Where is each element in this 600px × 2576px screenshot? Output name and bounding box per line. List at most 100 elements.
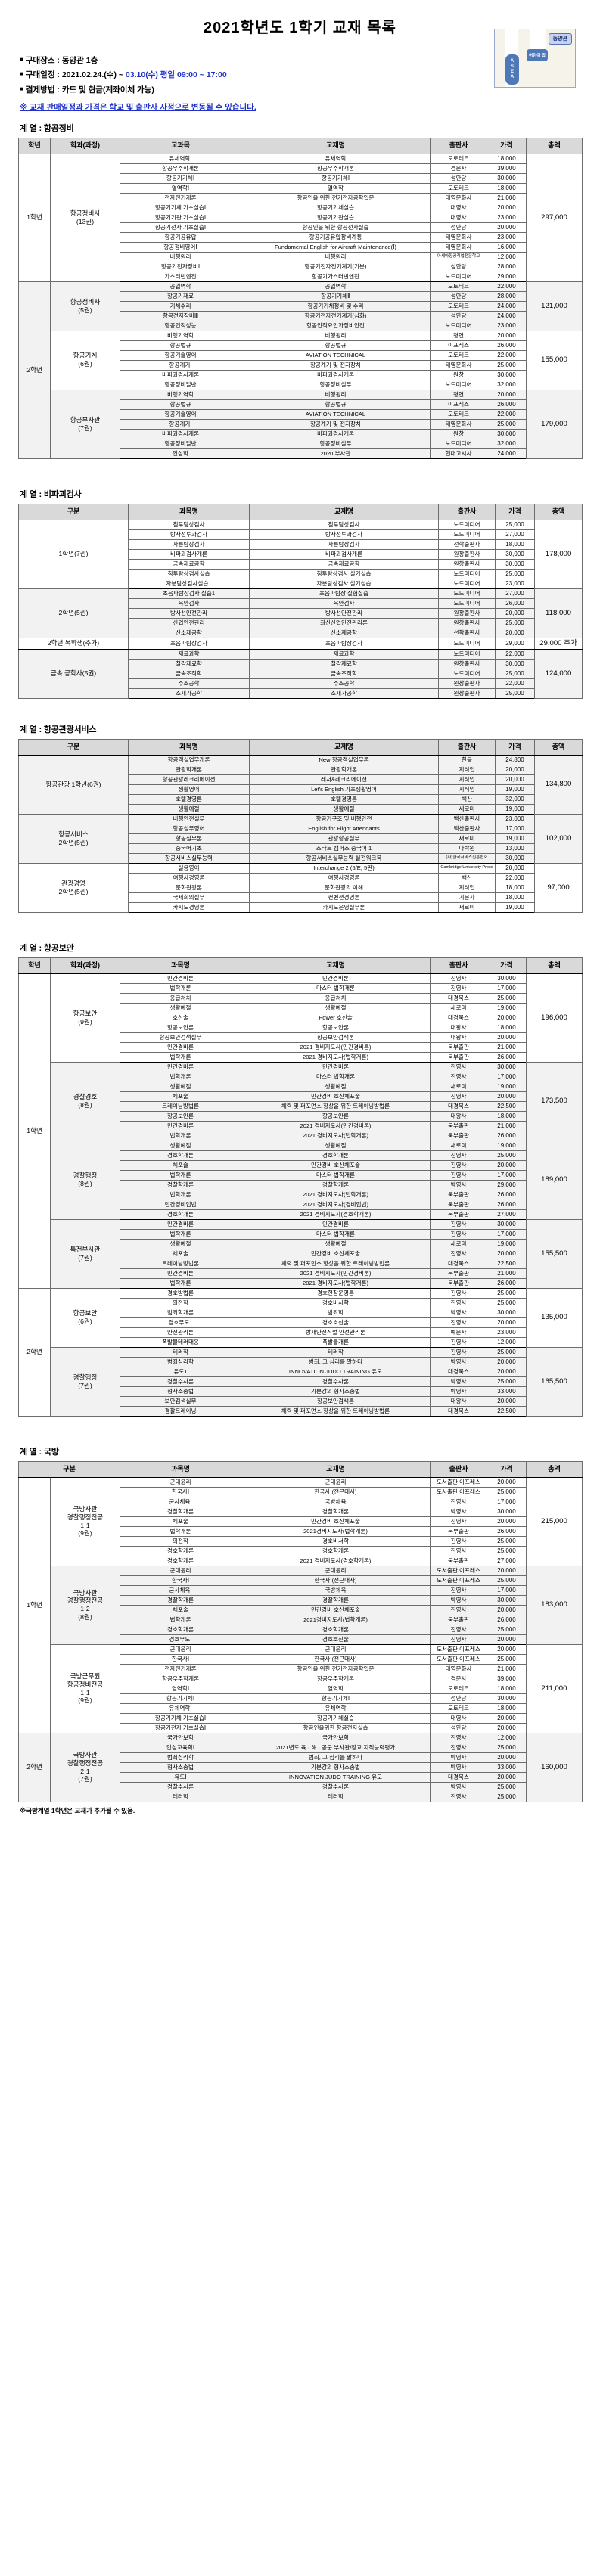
book-title-cell: 국가안보학 (241, 1732, 431, 1743)
table-row: 경찰행정 (7권) 테러학 테러학 진영사 25,000 165,500 (19, 1346, 583, 1417)
publisher-cell: 북부출판 (430, 1555, 487, 1566)
publisher-cell: 성안당 (430, 1722, 487, 1733)
price-cell: 26,000 (487, 1199, 527, 1210)
table-row: 산업안전관리 최신산업안전관리론 원창출판사 25,000 (19, 617, 583, 628)
price-cell: 26,000 (487, 1130, 527, 1141)
publisher-cell: 진영사 (430, 1732, 487, 1743)
subject-cell: 항공보안론 (120, 1022, 241, 1033)
price-cell: 17,000 (487, 1169, 527, 1181)
table-header-row: 학년 학과(과정) 과목명 교재명 출판사 가격 총액 (18, 957, 583, 974)
section-title: 계 열 : 항공정비 (20, 123, 74, 133)
th-total: 총액 (534, 738, 583, 756)
total-cell: 179,000 (526, 389, 583, 459)
publisher-cell: 태영문화사 (430, 231, 487, 243)
price-cell: 23,000 (487, 320, 527, 331)
publisher-cell: 백산출판사 (438, 813, 496, 824)
map-asea-letter-e: E (510, 70, 514, 74)
book-title-cell: 비행원리 (241, 389, 431, 400)
textbook-table: 학년 학과(과정) 교과목 교재명 출판사 가격 총액 1학년 항공정비사 (13권) 유체역학Ⅰ 유… (18, 137, 583, 459)
price-cell: 20,000 (487, 1476, 527, 1488)
price-cell: 20,000 (487, 202, 527, 213)
publisher-cell: 북부출판 (430, 1199, 487, 1210)
publisher-cell: 아세아항공직업전문학교 (430, 251, 487, 262)
publisher-cell: 태영문화사 (430, 1663, 487, 1674)
price-cell: 17,000 (487, 1071, 527, 1082)
publisher-cell: 성안당 (430, 310, 487, 321)
publisher-cell: (사)한국서비스진흥협회 (438, 852, 496, 864)
price-cell: 13,000 (495, 843, 535, 854)
total-cell: 160,000 (526, 1732, 583, 1802)
subject-cell: 산업안전관리 (128, 617, 250, 628)
price-cell: 32,000 (487, 438, 527, 449)
subject-cell: 경찰트레이닝 (120, 1405, 241, 1417)
table-row: 항공기술영어 AVIATION TECHNICAL 오토테크 22,000 (19, 408, 583, 420)
book-title-cell: 2021 경비지도사(경호학개론) (241, 1209, 431, 1220)
price-cell: 20,000 (487, 1366, 527, 1377)
book-title-cell: 항공정비실무 (241, 379, 431, 390)
publisher-cell: 대영사 (430, 202, 487, 213)
subject-cell: 의전학 (120, 1535, 241, 1547)
subject-cell: 한국사Ⅰ (120, 1653, 241, 1665)
publisher-cell: 노드미디어 (438, 568, 496, 579)
price-cell: 22,000 (495, 872, 535, 883)
publisher-cell: 노드미디어 (430, 271, 487, 282)
table-row: 소재가공학 소재가공학 원창출판사 25,000 (19, 687, 583, 699)
book-title-cell: 금속조직학 (249, 668, 439, 679)
book-title-cell: 민간경비 호신체포술 (241, 1516, 431, 1527)
subject-cell: 범죄학개론 (120, 1307, 241, 1318)
textbook-table: 구분 과목명 교재명 출판사 가격 총액 1학년 국방사관 경찰행정전공 1·1 (9권) 군대윤리 군… (18, 1460, 583, 1802)
publisher-cell: 대영사 (430, 1712, 487, 1724)
price-cell: 22,000 (495, 648, 535, 660)
price-cell: 25,000 (495, 617, 535, 628)
publisher-cell: 진영사 (430, 1297, 487, 1308)
subject-cell: 체포술 (120, 1248, 241, 1259)
section-spacer (18, 1417, 582, 1439)
publisher-cell: 새로미 (438, 833, 496, 844)
publisher-cell: 대경북스 (430, 1100, 487, 1112)
price-cell: 25,000 (487, 1150, 527, 1161)
subject-cell: 민간경비론 (120, 1218, 241, 1230)
publisher-cell: 대왕사 (430, 1022, 487, 1033)
price-cell: 23,000 (487, 231, 527, 243)
book-title-cell: 항공계기 및 전자장치 (241, 359, 431, 371)
subject-cell: 범죄심리학 (120, 1356, 241, 1367)
subject-cell: 경호방법론 (120, 1287, 241, 1299)
table-row: 열역학Ⅰ 열역학 오토테크 18,000 (19, 182, 583, 194)
publisher-cell: 오토테크 (430, 349, 487, 361)
subject-cell: 항공실무영어 (128, 823, 250, 834)
book-title-cell: 신소재공학 (249, 627, 439, 638)
publisher-cell: 진영사 (430, 1346, 487, 1358)
price-cell: 20,000 (487, 330, 527, 341)
publisher-cell: 도서출판 이프레스 (430, 1643, 487, 1655)
price-cell: 20,000 (487, 1032, 527, 1043)
subject-cell: 비행기역학 (120, 330, 241, 341)
book-title-cell: 2020 부사관 (241, 448, 431, 459)
table-row: 항공전자장비Ⅲ 항공기전자전기계기(심화) 성안당 24,000 (19, 310, 583, 321)
publisher-cell: 진영사 (430, 1742, 487, 1753)
book-title-cell: 철강재료학 (249, 658, 439, 669)
subject-cell: 생활예절 (120, 1081, 241, 1092)
book-title-cell: 관광학개론 (249, 764, 439, 775)
book-title-cell: 경찰학개론 (241, 1594, 431, 1606)
book-title-cell: 2021 경비지도사(법학개론) (241, 1051, 431, 1063)
subject-cell: 관광학개론 (128, 764, 250, 775)
price-cell: 21,000 (487, 1120, 527, 1131)
subject-cell: 한국사Ⅰ (120, 1575, 241, 1586)
price-cell: 30,000 (487, 1061, 527, 1072)
book-title-cell: 경호학개론 (241, 1545, 431, 1556)
subject-cell: 문화관광론 (128, 882, 250, 893)
subject-cell: 형사소송법 (120, 1761, 241, 1773)
publisher-cell: 진영사 (430, 1516, 487, 1527)
subject-cell: 비파괴검사개론 (120, 428, 241, 439)
book-title-cell: 민간경비론 (241, 1218, 431, 1230)
price-cell: 25,000 (495, 519, 535, 530)
table-row: 금속 공학사(5권) 재료과학 재료과학 노드미디어 22,000 124,000 (18, 648, 583, 699)
subject-cell: 금속조직학 (128, 668, 250, 679)
year-cell: 1학년 (18, 973, 51, 1289)
subject-cell: 방사선안전관리 (128, 607, 250, 619)
book-title-cell: 항공기기체실습 (241, 202, 431, 213)
book-title-cell: 항공인을위한 항공전자실습 (241, 1722, 431, 1733)
price-cell: 25,000 (487, 418, 527, 430)
map-asea-letter-s: S (510, 64, 514, 70)
group-cell: 항공서비스 2학년(5권) (18, 813, 129, 864)
